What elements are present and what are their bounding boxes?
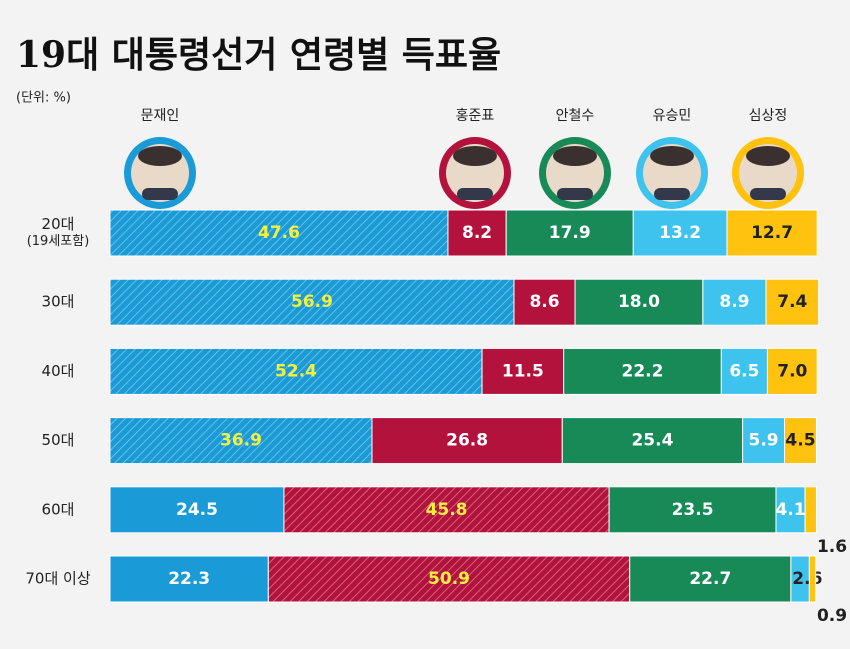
bar-segment	[371, 417, 563, 465]
portrait-hair	[650, 146, 694, 166]
bar-segment	[505, 209, 634, 257]
data-label: 17.9	[549, 223, 591, 243]
bar-segment	[742, 417, 785, 465]
data-label: 45.8	[426, 500, 468, 520]
hatch	[283, 486, 610, 533]
data-label: 52.4	[275, 361, 317, 381]
y-tick-label: 60대	[42, 500, 75, 518]
data-label: 12.7	[751, 223, 793, 243]
data-label: 7.0	[777, 361, 807, 381]
data-label: 22.7	[689, 569, 731, 589]
y-tick-label: 20대 (19세포함)	[27, 215, 90, 249]
data-label: 56.9	[291, 292, 333, 312]
data-label: 36.9	[220, 431, 262, 451]
y-tick-label: 30대	[42, 293, 75, 311]
bar-segment	[608, 486, 777, 534]
bar-segment	[481, 347, 565, 395]
data-label: 5.9	[748, 431, 778, 451]
bar-segment	[808, 555, 817, 603]
bar-segment	[109, 486, 285, 534]
y-tick-label: 40대	[42, 362, 75, 380]
data-label: 25.4	[631, 431, 673, 451]
y-tick-label: 50대	[42, 431, 75, 449]
hatch	[110, 279, 514, 326]
legend-label: 홍준표	[456, 108, 495, 124]
bar-segment	[629, 555, 792, 603]
portrait-body	[750, 188, 786, 200]
data-label: 4.1	[775, 500, 805, 520]
data-label: 18.0	[618, 292, 660, 312]
data-label: 4.5	[785, 431, 815, 451]
hatch	[110, 417, 372, 464]
portrait-body	[457, 188, 493, 200]
chart-subtitle: (단위: %)	[16, 91, 71, 106]
portrait-body	[142, 188, 178, 200]
portrait-hair	[138, 146, 182, 166]
data-label: 6.5	[729, 361, 759, 381]
y-tick-label: 70대 이상	[25, 570, 90, 588]
data-label: 13.2	[659, 223, 701, 243]
data-label: 23.5	[672, 500, 714, 520]
bar-segment	[766, 347, 818, 395]
data-label: 8.6	[529, 292, 559, 312]
data-label: 24.5	[176, 500, 218, 520]
data-label: 26.8	[446, 431, 488, 451]
bar-segment	[702, 278, 767, 326]
portrait-hair	[453, 146, 497, 166]
portrait-body	[557, 188, 593, 200]
hatch	[110, 348, 483, 395]
bar-segment	[784, 417, 817, 465]
portrait-hair	[553, 146, 597, 166]
data-label: 0.9	[817, 606, 847, 626]
legend-label: 문재인	[141, 108, 180, 124]
bar-segment	[765, 278, 820, 326]
data-label: 8.9	[719, 292, 749, 312]
data-label: 2.6	[792, 569, 822, 589]
portrait-hair	[746, 146, 790, 166]
bar-segment	[726, 209, 818, 257]
hatch	[110, 210, 448, 256]
data-label: 7.4	[777, 292, 807, 312]
bar-segment	[632, 209, 728, 257]
bar-segment	[561, 417, 744, 465]
data-label: 11.5	[502, 361, 544, 381]
bar-segment	[775, 486, 806, 534]
data-label: 22.2	[622, 361, 664, 381]
bar-segment	[574, 278, 704, 326]
data-label: 1.6	[817, 537, 847, 557]
data-label: 8.2	[462, 223, 492, 243]
hatch	[268, 556, 630, 602]
bar-segment	[513, 278, 576, 326]
chart-title: 19대 대통령선거 연령별 득표율	[16, 34, 501, 76]
bar-segment	[447, 209, 507, 257]
bar-segment	[109, 555, 269, 603]
data-label: 50.9	[428, 569, 470, 589]
legend-label: 안철수	[556, 108, 595, 124]
legend-label: 유승민	[653, 108, 692, 124]
bar-segment	[804, 486, 817, 534]
portrait-body	[654, 188, 690, 200]
data-label: 22.3	[168, 569, 210, 589]
data-label: 47.6	[258, 223, 300, 243]
legend-label: 심상정	[749, 108, 788, 124]
